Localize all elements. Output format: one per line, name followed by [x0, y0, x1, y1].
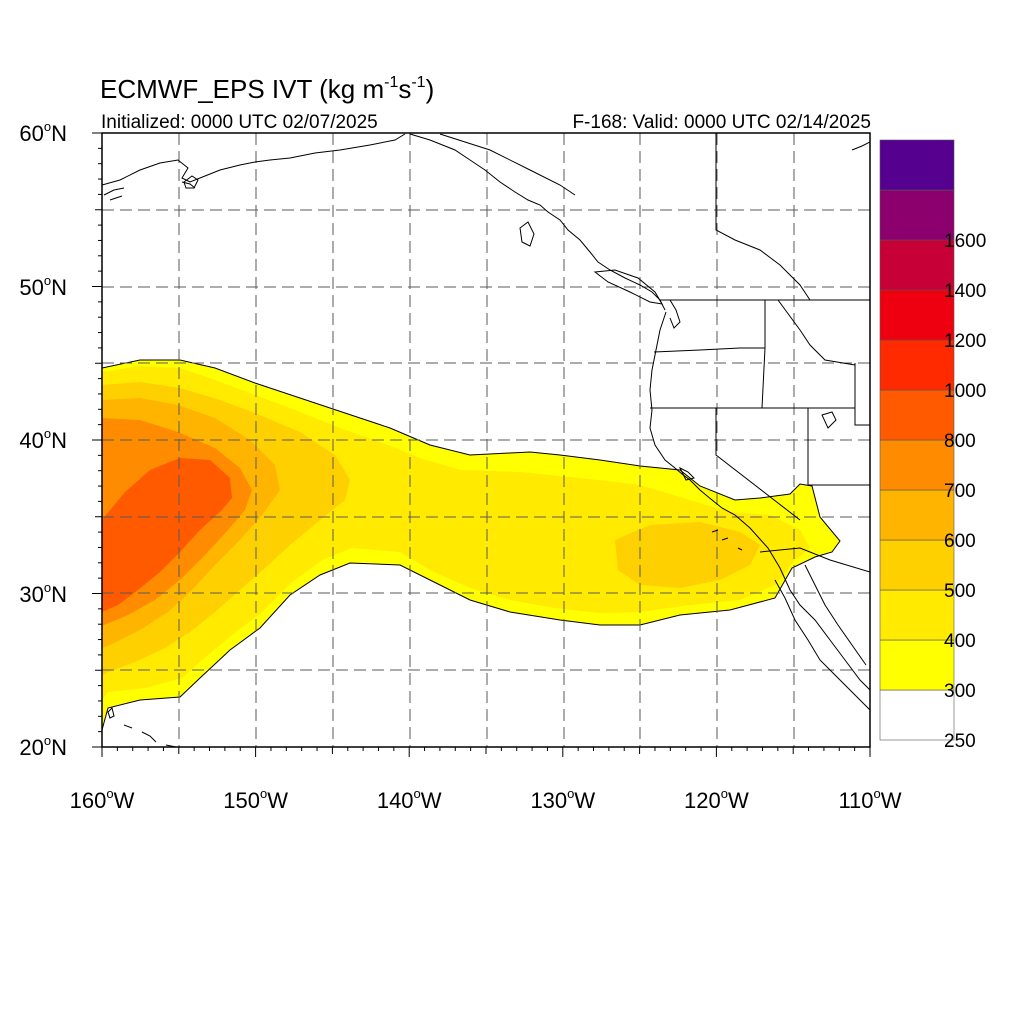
degree-symbol: o [44, 119, 51, 134]
lat-suffix: N [51, 121, 67, 146]
colorbar-label-1200: 1200 [944, 331, 986, 352]
lon-label-140: 140oW [377, 786, 442, 813]
chart-title: ECMWF_EPS IVT (kg m-1s-1) [100, 74, 434, 104]
degree-symbol: o [44, 580, 51, 595]
west-coast-us [649, 311, 870, 691]
lat-label-60: 60oN [19, 119, 67, 146]
colorbar-label-500: 500 [944, 581, 976, 602]
colorbar-bin [879, 689, 955, 741]
canada-border-pacific [439, 133, 576, 196]
colorbar-label-600: 600 [944, 531, 976, 552]
graticule [102, 133, 870, 747]
degree-symbol: o [44, 273, 51, 288]
channel-islands [711, 529, 743, 551]
title-end: ) [426, 74, 435, 104]
idaho-border [761, 300, 766, 409]
lat-label-30: 30oN [19, 580, 67, 607]
colorbar-label-1000: 1000 [944, 381, 986, 402]
lat-label-50: 50oN [19, 273, 67, 300]
colorbar-label-1600: 1600 [944, 231, 986, 252]
colorbar-bin [879, 339, 955, 391]
baja-peninsula [774, 579, 870, 711]
colorbar-label-700: 700 [944, 481, 976, 502]
hawaii-islands [107, 707, 177, 747]
initialized-label: Initialized: 0000 UTC 02/07/2025 [101, 112, 378, 133]
title-mid: s [398, 74, 411, 104]
colorbar-bin [879, 389, 955, 441]
ivt-contour-700 [102, 458, 232, 612]
colorbar-bin [879, 239, 955, 291]
mexico-border [759, 547, 870, 573]
lat-suffix: N [51, 428, 67, 453]
colorbar-label-400: 400 [944, 631, 976, 652]
lat-label-40: 40oN [19, 426, 67, 453]
lake-michigan-area [851, 141, 870, 151]
colorbar-bin [879, 439, 955, 491]
lon-label-110: 110oW [838, 786, 901, 813]
ivt-contour-400 [102, 382, 760, 676]
vancouver-island [593, 269, 663, 305]
montana-border [777, 299, 856, 366]
wyoming-border [854, 363, 870, 426]
lon-labels: 160oW 150oW 140oW 130oW 120oW 110oW [70, 786, 902, 813]
lon-label-160: 160oW [70, 786, 135, 813]
nevada-border [715, 408, 801, 521]
alaska-coast [102, 133, 406, 186]
degree-symbol: o [44, 426, 51, 441]
coastlines-and-borders [102, 133, 870, 747]
lat-suffix: N [51, 735, 67, 760]
sf-bay [678, 466, 695, 481]
ivt-plume [102, 359, 841, 731]
colorbar-bin [879, 539, 955, 591]
gulf-of-california [804, 564, 867, 666]
colorbar-bin [879, 589, 955, 641]
colorbar-bin [879, 489, 955, 541]
degree-symbol: o [44, 733, 51, 748]
colorbar-label-800: 800 [944, 431, 976, 452]
axis-ticks [92, 132, 871, 757]
colorbar: 250 300 400 500 600 700 800 1000 1200 1400 1600 [879, 139, 986, 752]
canada-interior-line [715, 133, 811, 301]
great-salt-lake [821, 411, 837, 429]
utah-border [807, 408, 870, 486]
title-sup-1: -1 [384, 74, 398, 91]
plot-area [101, 132, 871, 748]
colorbar-bin [879, 289, 955, 341]
title-main: ECMWF_EPS IVT (kg m [100, 74, 384, 104]
lon-label-130: 130oW [530, 786, 595, 813]
lat-label-20: 20oN [19, 733, 67, 760]
puget-sound [669, 299, 681, 329]
lon-label-120: 120oW [684, 786, 749, 813]
colorbar-bin [879, 139, 955, 191]
panhandle-coast [409, 133, 666, 311]
valid-label: F-168: Valid: 0000 UTC 02/14/2025 [572, 112, 871, 133]
colorbar-label-250: 250 [944, 731, 976, 752]
colorbar-bin [879, 189, 955, 241]
colorbar-bin [879, 639, 955, 691]
colorbar-label-1400: 1400 [944, 281, 986, 302]
lat-labels: 60oN 50oN 40oN 30oN 20oN [19, 119, 67, 760]
title-sup-2: -1 [411, 74, 425, 91]
lat-suffix: N [51, 582, 67, 607]
kodiak-island [183, 175, 199, 189]
washington-oregon-border [653, 347, 765, 353]
haida-gwaii [519, 221, 535, 247]
lon-label-150: 150oW [223, 786, 288, 813]
colorbar-label-300: 300 [944, 681, 976, 702]
lat-suffix: N [51, 275, 67, 300]
